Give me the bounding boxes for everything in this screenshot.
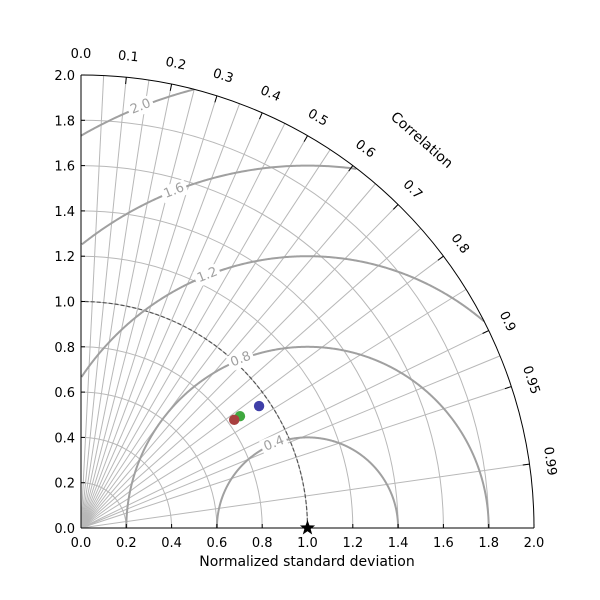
correlation-axis-title: Correlation bbox=[387, 109, 456, 172]
rms-contour bbox=[81, 164, 357, 246]
correlation-tick-label: 0.95 bbox=[519, 364, 542, 396]
correlation-tick-label: 0.4 bbox=[258, 83, 283, 105]
correlation-grid-line bbox=[80, 386, 512, 529]
axes bbox=[80, 74, 535, 529]
x-tick-label: 1.6 bbox=[433, 536, 454, 551]
correlation-tick bbox=[214, 95, 218, 103]
x-tick-label: 0.2 bbox=[116, 536, 137, 551]
std-grid-arc bbox=[80, 119, 490, 529]
reference-star bbox=[299, 520, 316, 535]
correlation-grid-line bbox=[80, 84, 173, 529]
rms-contour-label: 1.2 bbox=[195, 265, 220, 287]
data-point-1 bbox=[253, 400, 265, 412]
correlation-tick bbox=[504, 386, 512, 390]
x-tick-label: 1.2 bbox=[342, 536, 363, 551]
std-grid-arc bbox=[80, 210, 399, 529]
rms-label-bg bbox=[159, 178, 190, 204]
correlation-tick bbox=[437, 255, 444, 261]
y-tick-label: 0.8 bbox=[54, 341, 75, 356]
rms-label-bg bbox=[259, 431, 290, 456]
correlation-grid-line bbox=[80, 95, 218, 529]
correlation-tick-label: 0.8 bbox=[448, 231, 472, 257]
x-tick-label: 1.0 bbox=[297, 536, 318, 551]
correlation-tick bbox=[392, 204, 399, 210]
outer-arc bbox=[80, 74, 535, 529]
x-tick-label: 0.6 bbox=[207, 536, 228, 551]
rms-label-bg bbox=[192, 263, 223, 288]
rms-contour bbox=[125, 345, 490, 528]
x-tick-label: 1.4 bbox=[388, 536, 409, 551]
rms-contour-label: 0.4 bbox=[262, 433, 287, 455]
x-tick-label: 0.4 bbox=[161, 536, 182, 551]
correlation-grid-line bbox=[80, 112, 263, 529]
correlation-tick bbox=[169, 84, 173, 91]
y-tick-label: 2.0 bbox=[54, 69, 75, 84]
correlation-tick-label: 0.1 bbox=[117, 48, 139, 65]
correlation-grid-line bbox=[80, 103, 241, 529]
rms-label-bg bbox=[125, 94, 156, 120]
y-tick-label: 1.6 bbox=[54, 160, 75, 175]
correlation-tick-label: 0.6 bbox=[352, 137, 378, 161]
correlation-grid-line bbox=[80, 89, 195, 529]
correlation-tick-label: 0.99 bbox=[540, 446, 559, 477]
y-tick-label: 1.4 bbox=[54, 205, 75, 220]
correlation-tick-label: 0.2 bbox=[164, 55, 187, 74]
y-tick-label: 0.0 bbox=[54, 522, 75, 537]
correlation-tick-label: 0.7 bbox=[400, 177, 425, 202]
x-tick-label: 1.8 bbox=[478, 536, 499, 551]
correlation-tick bbox=[303, 135, 308, 142]
x-tick-label: 0.8 bbox=[252, 536, 273, 551]
correlation-grid-line bbox=[80, 355, 501, 529]
rms-contour bbox=[80, 255, 485, 378]
y-tick-label: 0.2 bbox=[54, 477, 75, 492]
x-axis-title: Normalized standard deviation bbox=[199, 554, 414, 570]
std-grid-arc bbox=[80, 255, 354, 529]
rms-contour-label: 0.8 bbox=[228, 349, 253, 371]
std-grid-arc bbox=[80, 391, 218, 529]
correlation-tick-label: 0.3 bbox=[211, 66, 235, 87]
correlation-tick-label: 0.5 bbox=[305, 106, 330, 129]
correlation-tick-label: 0.0 bbox=[71, 47, 92, 62]
rms-label-bg bbox=[225, 347, 256, 372]
y-tick-label: 1.0 bbox=[54, 296, 75, 311]
correlation-tick bbox=[482, 330, 489, 334]
y-tick-label: 0.4 bbox=[54, 431, 75, 446]
data-point-3 bbox=[229, 414, 240, 426]
rms-contour-label: 2.0 bbox=[128, 96, 153, 118]
y-tick-label: 1.2 bbox=[54, 250, 75, 265]
grid-lines bbox=[80, 75, 530, 529]
rms-contour bbox=[215, 436, 400, 528]
std-grid-arc bbox=[80, 346, 263, 529]
x-tick-label: 0.0 bbox=[71, 536, 92, 551]
correlation-tick bbox=[522, 463, 530, 466]
std-grid-arc bbox=[80, 165, 444, 529]
rms-contour-label: 1.6 bbox=[162, 180, 187, 202]
correlation-grid-line bbox=[80, 165, 354, 529]
y-tick-label: 0.6 bbox=[54, 386, 75, 401]
y-tick-label: 1.8 bbox=[54, 114, 75, 129]
correlation-grid-line bbox=[80, 288, 467, 529]
data-points bbox=[229, 400, 316, 535]
correlation-tick bbox=[348, 165, 354, 172]
correlation-tick bbox=[125, 77, 127, 85]
tick-labels: 0.00.00.20.20.40.40.60.60.80.81.01.01.21… bbox=[54, 47, 559, 551]
correlation-tick bbox=[259, 112, 263, 120]
x-tick-label: 2.0 bbox=[524, 536, 545, 551]
correlation-tick-label: 0.9 bbox=[496, 309, 519, 334]
